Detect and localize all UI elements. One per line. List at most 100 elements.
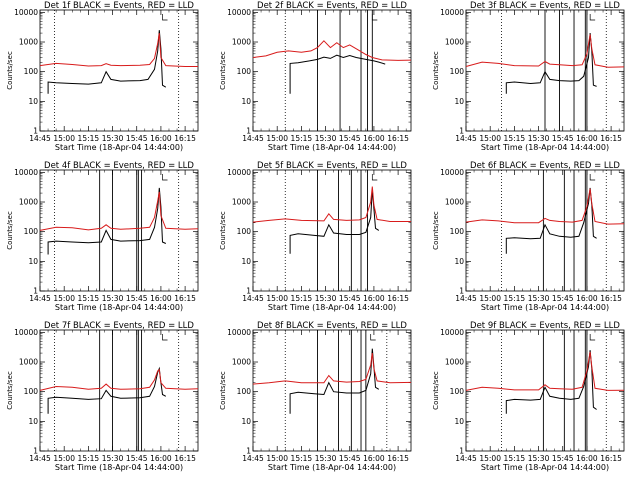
y-axis-label: Counts/sec [432,51,440,90]
x-tick-label: 16:00 [150,134,172,143]
x-tick-label: 16:15 [387,454,409,463]
y-axis-label: Counts/sec [6,371,14,410]
y-tick-label: 1000 [19,358,38,367]
y-tick-label: 1 [246,447,251,456]
panel-title: Det 5f BLACK = Events, RED = LLD [257,161,407,171]
x-tick-label: 15:00 [266,454,288,463]
lld-series-line [39,33,198,67]
plot-frame [465,329,625,452]
x-tick-label: 15:45 [339,294,361,303]
y-axis-label: Counts/sec [6,51,14,90]
y-tick-label: 1 [459,447,464,456]
lld-series-line [252,186,411,223]
y-tick-label: 1000 [19,198,38,207]
x-axis-label: Start Time (18-Apr-04 14:44:00) [55,463,183,472]
y-tick-label: 1 [33,287,38,296]
lld-series-line [465,351,625,391]
y-tick-label: 10 [241,417,251,426]
y-tick-label: 1 [459,127,464,136]
x-tick-label: 16:00 [576,454,598,463]
x-tick-label: 15:15 [504,294,526,303]
x-tick-label: 14:45 [29,294,51,303]
y-axis-label: Counts/sec [6,211,14,250]
bracket-marker [162,14,168,21]
bracket-marker [371,14,378,21]
x-tick-label: 15:00 [266,294,288,303]
panel-title: Det 3f BLACK = Events, RED = LLD [470,1,620,11]
plot-frame [465,169,625,292]
y-tick-label: 10000 [14,168,38,177]
x-tick-label: 15:45 [552,134,574,143]
plot-frame [39,9,199,132]
plot-frame [252,169,412,292]
lld-series-line [252,40,412,61]
x-axis-label: Start Time (18-Apr-04 14:44:00) [55,303,183,312]
x-tick-label: 15:30 [528,294,550,303]
y-tick-label: 1 [459,287,464,296]
x-tick-label: 15:30 [315,454,337,463]
y-tick-label: 100 [24,67,39,76]
panel-6: Det 6f BLACK = Events, RED = LLD 1 10 100 10… [432,161,625,312]
x-tick-label: 15:30 [102,454,124,463]
panel-title: Det 6f BLACK = Events, RED = LLD [470,161,620,171]
y-tick-label: 1 [246,287,251,296]
y-tick-label: 10 [28,97,38,106]
y-tick-label: 10 [28,257,38,266]
x-tick-label: 15:15 [78,134,100,143]
y-tick-label: 1 [33,127,38,136]
panel-title: Det 1f BLACK = Events, RED = LLD [44,1,194,11]
y-axis-label: Counts/sec [432,211,440,250]
x-tick-label: 16:00 [576,134,598,143]
bracket-marker [162,174,168,181]
x-tick-label: 14:45 [242,454,264,463]
plot-frame [39,169,199,292]
panel-9: Det 9f BLACK = Events, RED = LLD 1 10 100 10… [432,321,625,472]
x-tick-label: 15:45 [126,294,148,303]
x-tick-label: 15:45 [552,454,574,463]
x-tick-label: 14:45 [455,294,477,303]
x-tick-label: 15:15 [504,134,526,143]
events-series-line [289,54,386,94]
y-tick-label: 10000 [227,328,251,337]
y-tick-label: 10000 [227,168,251,177]
x-tick-label: 15:15 [78,294,100,303]
x-tick-label: 15:30 [102,134,124,143]
x-tick-label: 14:45 [242,134,264,143]
y-tick-label: 10 [454,97,464,106]
events-series-line [47,30,167,94]
y-tick-label: 10000 [440,8,464,17]
y-tick-label: 10 [28,417,38,426]
y-tick-label: 1000 [232,38,251,47]
y-tick-label: 10 [454,257,464,266]
x-tick-label: 16:15 [600,134,622,143]
x-tick-label: 14:45 [29,134,51,143]
panel-1: Det 1f BLACK = Events, RED = LLD 1 10 100 10… [6,1,199,152]
bracket-marker [370,334,376,341]
events-series-line [505,350,597,414]
x-tick-label: 16:00 [363,294,385,303]
x-tick-label: 14:45 [455,134,477,143]
bracket-marker [589,174,596,181]
y-tick-label: 10000 [440,328,464,337]
x-tick-label: 15:00 [53,134,75,143]
y-axis-label: Counts/sec [219,51,227,90]
x-tick-label: 16:00 [363,454,385,463]
x-tick-label: 16:15 [174,294,196,303]
x-tick-label: 16:00 [150,454,172,463]
x-tick-label: 15:15 [504,454,526,463]
x-tick-label: 15:00 [266,134,288,143]
events-series-line [47,366,167,414]
plot-frame [39,329,199,452]
y-tick-label: 10000 [440,168,464,177]
y-tick-label: 100 [237,387,252,396]
bracket-marker [589,334,596,341]
x-tick-label: 15:15 [291,134,313,143]
y-tick-label: 1000 [445,38,464,47]
y-tick-label: 10000 [14,8,38,17]
x-axis-label: Start Time (18-Apr-04 14:44:00) [268,143,396,152]
x-tick-label: 14:45 [242,294,264,303]
x-axis-label: Start Time (18-Apr-04 14:44:00) [481,303,609,312]
x-tick-label: 14:45 [455,454,477,463]
x-tick-label: 15:30 [528,454,550,463]
